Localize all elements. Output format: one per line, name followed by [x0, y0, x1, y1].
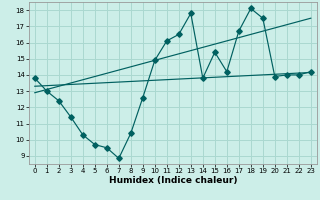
- X-axis label: Humidex (Indice chaleur): Humidex (Indice chaleur): [108, 176, 237, 185]
